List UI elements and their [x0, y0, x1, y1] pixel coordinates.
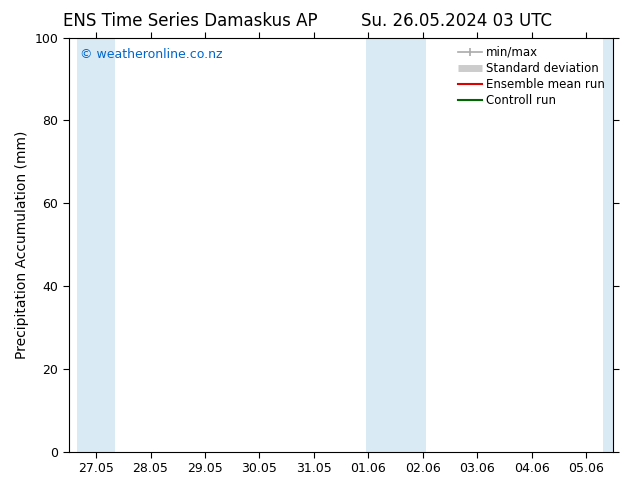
Bar — [77, 38, 115, 452]
Legend: min/max, Standard deviation, Ensemble mean run, Controll run: min/max, Standard deviation, Ensemble me… — [453, 41, 610, 112]
Bar — [366, 38, 425, 452]
Text: © weatheronline.co.nz: © weatheronline.co.nz — [80, 48, 223, 61]
Text: ENS Time Series Damaskus AP: ENS Time Series Damaskus AP — [63, 12, 318, 30]
Text: Su. 26.05.2024 03 UTC: Su. 26.05.2024 03 UTC — [361, 12, 552, 30]
Y-axis label: Precipitation Accumulation (mm): Precipitation Accumulation (mm) — [15, 130, 29, 359]
Bar — [602, 38, 634, 452]
